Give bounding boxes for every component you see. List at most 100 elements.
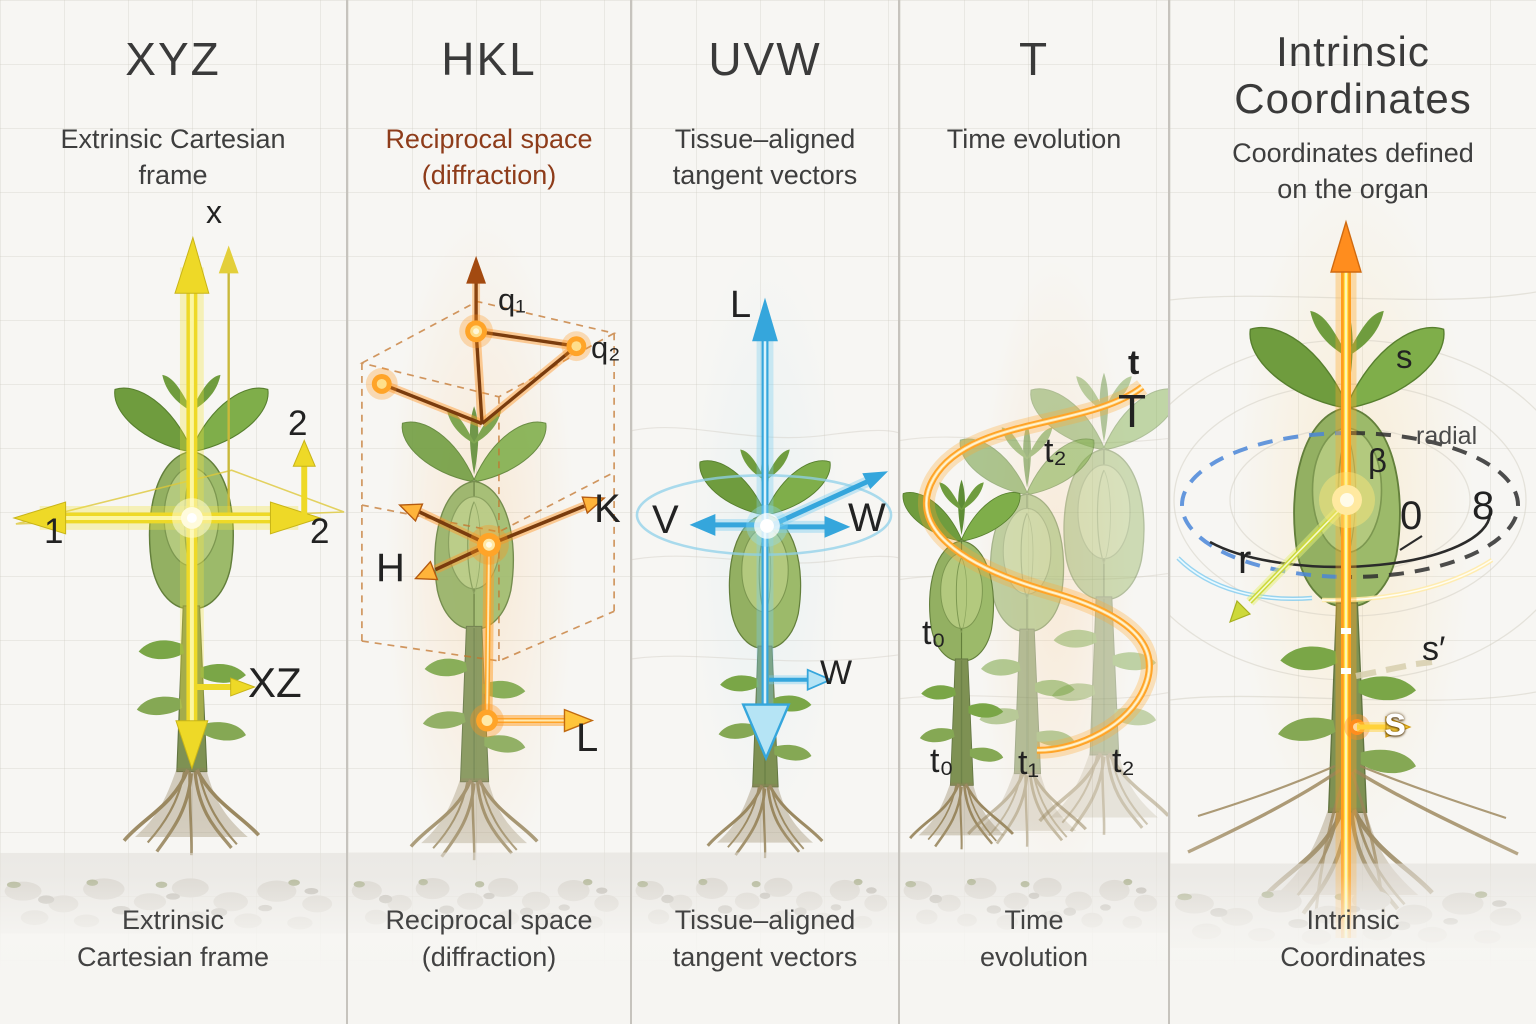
label-t-small: t (1128, 344, 1140, 382)
l-axis-arrow (481, 544, 595, 733)
label-axis-2-lower: 2 (310, 512, 330, 551)
panel-title-hkl: HKL (348, 33, 630, 86)
label-axis-2-upper: 2 (288, 404, 308, 443)
azimuth-ring (1180, 431, 1520, 579)
panel-title-xyz: XYZ (0, 33, 346, 86)
s-node-arrow (1344, 714, 1412, 740)
title-line: UVW (708, 33, 822, 85)
r-arrow (1229, 498, 1351, 624)
panel-uvw: UVW Tissue–aligned tangent vectors (632, 0, 900, 1024)
label-s-arc: s (1384, 700, 1407, 744)
panel-subtitle-time: Time evolution (908, 122, 1160, 158)
panel-subtitle-intrinsic: Coordinates defined on the organ (1178, 136, 1528, 207)
panel-subtitle-uvw: Tissue–aligned tangent vectors (640, 122, 890, 193)
subtitle-line: Reciprocal space (385, 124, 593, 154)
label-axis-1: 1 (44, 512, 64, 551)
caption-line: evolution (979, 942, 1089, 973)
xyz-illustration (0, 235, 346, 934)
title-line: HKL (441, 33, 537, 85)
label-t0-mid: t₀ (922, 614, 946, 652)
caption-line: Coordinates (1280, 942, 1426, 973)
horizontal-axis-arrow (12, 501, 322, 535)
label-l: L (576, 716, 599, 760)
label-r: r (1238, 538, 1252, 582)
subtitle-line: (diffraction) (421, 159, 557, 190)
subtitle-line: tangent vectors (672, 159, 858, 190)
label-t1-bottom: t₁ (1018, 744, 1039, 782)
panel-subtitle-hkl: Reciprocal space (diffraction) (356, 122, 622, 193)
label-theta-eight: 8 (1472, 484, 1495, 528)
label-xz-plane: XZ (248, 659, 302, 706)
axis2-small-arrow (292, 439, 316, 516)
panel-xyz: XYZ Extrinsic Cartesian frame (0, 0, 348, 1024)
label-t2-upper: t₂ (1044, 432, 1067, 470)
panel-caption-hkl: Reciprocal space (diffraction) (352, 902, 626, 977)
uvw-illustration (632, 297, 898, 933)
w-lower-arrow (768, 668, 833, 692)
label-s-prime: s′ (1422, 630, 1446, 668)
panel-title-intrinsic: Intrinsic Coordinates (1170, 28, 1536, 122)
panel-caption-uvw: Tissue–aligned tangent vectors (636, 902, 894, 977)
hkl-illustration (348, 255, 630, 934)
title-line: Intrinsic (1276, 28, 1430, 75)
caption-line: Intrinsic (1306, 905, 1400, 935)
caption-line: Reciprocal space (385, 905, 593, 935)
label-l: L (730, 284, 752, 326)
label-w: W (848, 496, 886, 540)
label-s-top: s (1396, 338, 1413, 375)
panel-hkl: HKL Reciprocal space (diffraction) (348, 0, 632, 1024)
caption-line: (diffraction) (421, 942, 557, 973)
subtitle-line: Extrinsic Cartesian (60, 124, 286, 154)
xz-small-arrow (196, 677, 256, 697)
subtitle-line: Time evolution (946, 124, 1122, 154)
panel-intrinsic: Intrinsic Coordinates Coordinates defined… (1170, 0, 1536, 1024)
mesh-curves (632, 426, 898, 662)
panel-caption-time: Time evolution (904, 902, 1164, 977)
subtitle-line: Tissue–aligned (674, 124, 856, 154)
label-x-axis: x (206, 194, 222, 230)
label-q2: q₂ (591, 330, 621, 365)
subtitle-line: Coordinates defined (1232, 138, 1474, 168)
s-prime-dashes (1355, 659, 1433, 679)
label-theta: β (1368, 442, 1387, 479)
caption-line: Cartesian frame (76, 942, 270, 973)
panel-caption-intrinsic: Intrinsic Coordinates (1174, 902, 1532, 977)
label-v: V (652, 498, 679, 542)
label-theta-zero: 0 (1400, 494, 1423, 538)
title-line: Coordinates (1234, 75, 1472, 123)
caption-line: Time (1004, 905, 1064, 935)
title-line: XYZ (125, 33, 221, 85)
theta-arc (1209, 513, 1492, 569)
origin-glow (1319, 472, 1375, 528)
panel-time: T Time evolution t T t₂ t₀ t₀ (900, 0, 1170, 1024)
label-h: H (376, 546, 405, 590)
subtitle-line: frame (138, 159, 208, 190)
label-t0-bottom: t₀ (930, 742, 954, 780)
label-radial: radial (1416, 422, 1478, 450)
label-t2-bottom: t₂ (1112, 742, 1135, 780)
label-w-lower: W (820, 654, 853, 692)
caption-line: Tissue–aligned (674, 905, 856, 935)
subtitle-line: on the organ (1277, 173, 1429, 204)
panel-title-uvw: UVW (632, 33, 898, 86)
axis-ticks (1341, 628, 1351, 674)
caption-line: Extrinsic (121, 905, 224, 935)
caption-line: tangent vectors (672, 942, 858, 973)
time-illustration (900, 371, 1168, 933)
label-t-big: T (1118, 385, 1147, 437)
panel-title-time: T (900, 33, 1168, 86)
plant-drawing (400, 404, 548, 862)
lattice-nodes (365, 314, 592, 738)
panel-subtitle-xyz: Extrinsic Cartesian frame (8, 122, 338, 193)
axes-origin-glow (172, 498, 212, 538)
label-k: K (594, 487, 621, 531)
axes-origin-glow (746, 505, 788, 547)
time-spiral (918, 380, 1158, 759)
title-line: T (1018, 33, 1050, 85)
x-axis-thin-arrow (218, 245, 239, 518)
lattice-rods (380, 326, 580, 428)
organ-axis-arrow (1330, 219, 1362, 938)
panel-caption-xyz: Extrinsic Cartesian frame (4, 902, 342, 977)
diagonal-tangent-arrow (765, 471, 889, 532)
